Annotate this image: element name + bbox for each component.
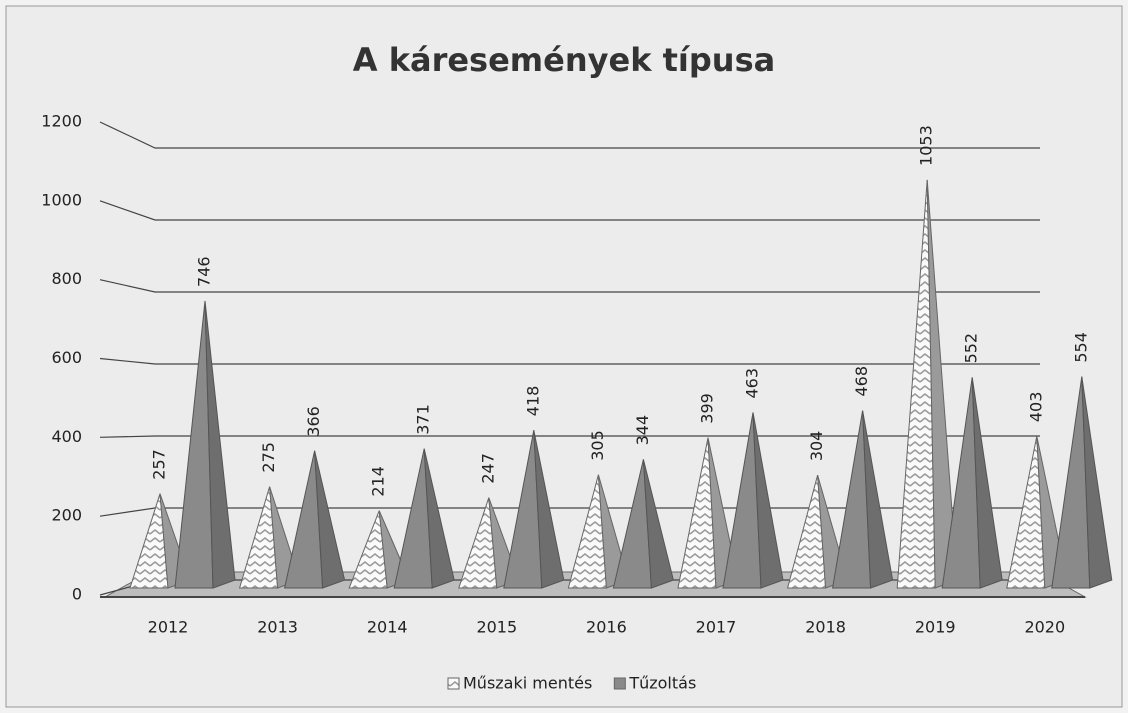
pyramid	[503, 430, 565, 589]
data-label: 305	[588, 430, 607, 461]
pyramid	[941, 377, 1003, 589]
y-tick-label: 1000	[41, 190, 82, 209]
x-tick-label: 2017	[696, 618, 737, 637]
data-label: 468	[852, 366, 871, 397]
grid-line	[99, 279, 1040, 293]
legend-swatch	[613, 677, 626, 690]
x-tick-label: 2020	[1024, 618, 1065, 637]
grid-line	[99, 200, 1040, 221]
pyramid	[393, 448, 455, 589]
data-label: 304	[807, 431, 826, 462]
y-tick-label: 800	[51, 269, 82, 288]
data-label: 554	[1071, 332, 1090, 363]
grid-line	[99, 435, 1040, 438]
pyramid	[174, 300, 236, 589]
data-label: 344	[633, 415, 652, 446]
data-label: 214	[369, 466, 388, 497]
pyramid	[129, 493, 191, 589]
pyramid-side	[1081, 376, 1113, 589]
x-tick-label: 2015	[476, 618, 517, 637]
pyramid-side	[752, 412, 784, 589]
data-label: 746	[195, 256, 214, 287]
data-label: 399	[698, 393, 717, 424]
chart-frame	[5, 5, 1123, 708]
data-label: 247	[478, 453, 497, 484]
data-label: 403	[1026, 392, 1045, 423]
y-tick-label: 1200	[41, 112, 82, 131]
data-label: 552	[962, 333, 981, 364]
grid-line	[99, 357, 1040, 365]
x-tick-label: 2013	[257, 618, 298, 637]
pyramid	[283, 450, 346, 589]
pyramid	[612, 459, 674, 589]
chart-title: A káresemények típusa	[353, 41, 775, 79]
data-label: 275	[259, 442, 278, 473]
y-tick-label: 200	[51, 506, 82, 525]
y-tick-label: 600	[51, 348, 82, 367]
pyramid	[832, 410, 894, 589]
data-label: 418	[523, 386, 542, 417]
pyramid	[896, 179, 958, 589]
x-tick-label: 2014	[367, 618, 408, 637]
data-label: 1053	[917, 125, 936, 166]
pyramid	[1051, 376, 1113, 589]
pyramid-side	[204, 300, 236, 589]
legend-label: Műszaki mentés	[463, 674, 592, 693]
pyramid	[722, 412, 784, 589]
x-tick-label: 2016	[586, 618, 627, 637]
legend-label: Tűzoltás	[628, 674, 696, 693]
x-tick-label: 2018	[805, 618, 846, 637]
data-label: 366	[304, 406, 323, 437]
data-label: 371	[414, 404, 433, 435]
x-tick-label: 2012	[148, 618, 189, 637]
data-label: 463	[743, 368, 762, 399]
x-tick-label: 2019	[915, 618, 956, 637]
legend-swatch	[447, 677, 460, 690]
pyramid-side	[642, 459, 674, 589]
data-label: 257	[150, 449, 169, 480]
grid-line	[99, 121, 1040, 149]
pyramid-side	[862, 410, 894, 589]
pyramid-side	[314, 450, 346, 589]
pyramid-side	[971, 377, 1003, 589]
y-tick-label: 400	[51, 427, 82, 446]
y-tick-label: 0	[72, 585, 82, 604]
pyramid-side	[533, 430, 565, 589]
pyramid-side	[423, 448, 455, 589]
